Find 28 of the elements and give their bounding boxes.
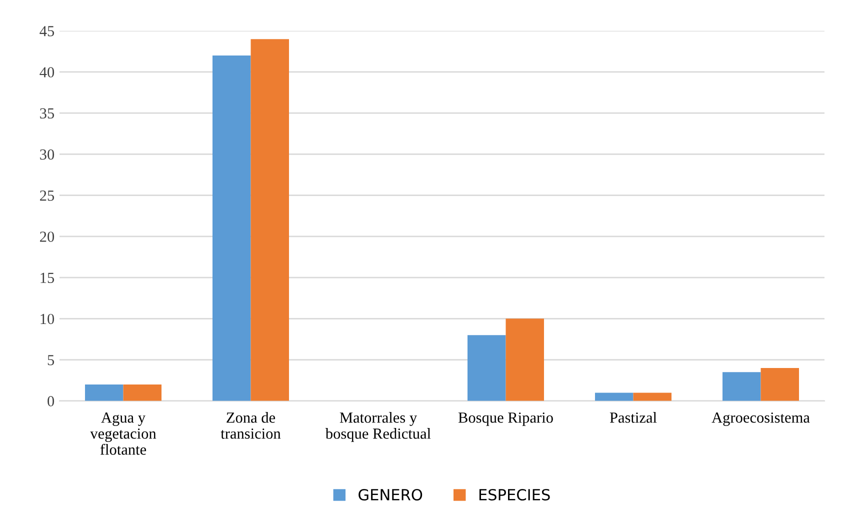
bar bbox=[123, 384, 162, 401]
y-tick-label: 45 bbox=[40, 26, 54, 36]
x-tick-label: Pastizal bbox=[610, 412, 657, 423]
y-tick-label: 5 bbox=[48, 355, 54, 366]
bar bbox=[595, 392, 634, 401]
x-tick-label: Agroecosistema bbox=[712, 412, 810, 426]
legend-label: ESPECIES bbox=[479, 488, 550, 501]
bar bbox=[506, 318, 544, 401]
bar bbox=[760, 368, 799, 401]
x-tick-label: Bosque Ripario bbox=[458, 412, 553, 426]
y-tick-label: 25 bbox=[40, 190, 54, 201]
y-tick-label: 40 bbox=[40, 67, 54, 78]
y-tick-label: 0 bbox=[48, 396, 54, 406]
legend-label: GENERO bbox=[358, 488, 422, 501]
bar bbox=[633, 392, 672, 401]
y-tick-label: 15 bbox=[40, 272, 54, 284]
x-tick-label: Zona de transicion bbox=[220, 412, 281, 439]
bar bbox=[468, 335, 506, 401]
x-tick-label: Matorrales y bosque Redictual bbox=[325, 412, 431, 442]
bar bbox=[250, 39, 289, 401]
y-tick-label: 35 bbox=[40, 108, 54, 119]
bar bbox=[212, 56, 251, 401]
x-tick-label: Agua y vegetacion flotante bbox=[90, 412, 156, 455]
y-tick-label: 10 bbox=[40, 314, 54, 324]
y-tick-label: 30 bbox=[40, 149, 54, 160]
bar bbox=[85, 384, 124, 401]
bar bbox=[722, 372, 761, 401]
y-tick-label: 20 bbox=[40, 232, 54, 242]
